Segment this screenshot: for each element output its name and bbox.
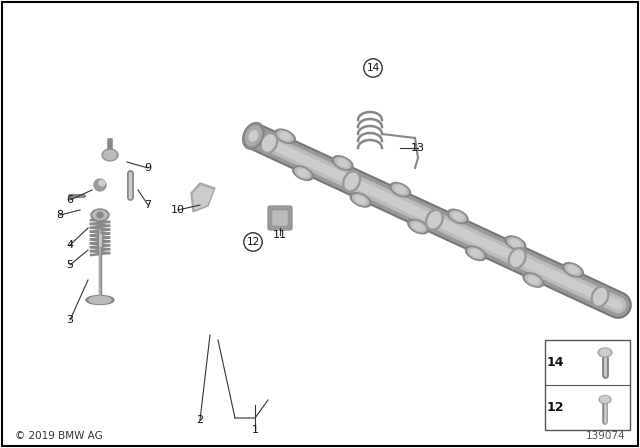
Ellipse shape	[450, 211, 466, 222]
Ellipse shape	[523, 273, 543, 287]
Polygon shape	[191, 183, 215, 212]
Ellipse shape	[392, 184, 408, 195]
Ellipse shape	[104, 151, 116, 159]
Ellipse shape	[343, 171, 360, 192]
Ellipse shape	[599, 396, 611, 404]
Polygon shape	[193, 186, 212, 209]
Ellipse shape	[470, 250, 481, 257]
Ellipse shape	[275, 129, 296, 143]
Text: 8: 8	[56, 210, 63, 220]
Ellipse shape	[563, 263, 584, 277]
Ellipse shape	[510, 240, 520, 247]
Text: 9: 9	[145, 163, 152, 173]
Ellipse shape	[505, 236, 526, 250]
Circle shape	[99, 180, 105, 186]
Ellipse shape	[332, 156, 353, 170]
Ellipse shape	[350, 193, 371, 207]
Ellipse shape	[355, 196, 365, 203]
Ellipse shape	[408, 220, 428, 234]
Ellipse shape	[86, 296, 114, 305]
Text: 1: 1	[252, 425, 259, 435]
Text: © 2019 BMW AG: © 2019 BMW AG	[15, 431, 103, 441]
Ellipse shape	[452, 213, 463, 220]
Ellipse shape	[89, 297, 111, 303]
Ellipse shape	[91, 209, 109, 221]
Text: 14: 14	[366, 63, 380, 73]
Ellipse shape	[468, 248, 484, 259]
Ellipse shape	[93, 211, 107, 220]
Ellipse shape	[593, 289, 607, 305]
Ellipse shape	[102, 149, 118, 161]
Ellipse shape	[426, 209, 443, 230]
Ellipse shape	[280, 133, 290, 140]
Ellipse shape	[447, 209, 468, 224]
Ellipse shape	[508, 238, 524, 249]
Ellipse shape	[292, 166, 313, 180]
Ellipse shape	[243, 122, 264, 149]
FancyBboxPatch shape	[268, 206, 292, 230]
Text: 4: 4	[67, 240, 74, 250]
Ellipse shape	[245, 126, 262, 146]
Ellipse shape	[335, 158, 351, 168]
FancyBboxPatch shape	[273, 211, 287, 225]
Text: 139074: 139074	[586, 431, 625, 441]
Ellipse shape	[249, 131, 258, 141]
Text: 13: 13	[411, 143, 425, 153]
Ellipse shape	[528, 276, 538, 284]
Text: 12: 12	[246, 237, 260, 247]
Ellipse shape	[277, 131, 293, 142]
Text: 5: 5	[67, 260, 74, 270]
Ellipse shape	[410, 221, 426, 232]
Ellipse shape	[298, 170, 308, 177]
Ellipse shape	[600, 396, 609, 402]
Ellipse shape	[565, 264, 581, 275]
Text: 14: 14	[547, 356, 564, 369]
Ellipse shape	[353, 194, 369, 205]
Ellipse shape	[260, 133, 277, 154]
Ellipse shape	[509, 248, 526, 269]
Text: 12: 12	[547, 401, 564, 414]
Ellipse shape	[413, 223, 423, 230]
Ellipse shape	[337, 159, 348, 167]
Bar	[545, 340, 630, 430]
Ellipse shape	[345, 173, 358, 190]
Ellipse shape	[525, 275, 541, 285]
Ellipse shape	[600, 349, 610, 356]
Ellipse shape	[465, 246, 486, 260]
Text: 3: 3	[67, 315, 74, 325]
Ellipse shape	[428, 212, 441, 228]
Text: 7: 7	[145, 200, 152, 210]
Ellipse shape	[395, 186, 405, 193]
Text: 11: 11	[273, 230, 287, 240]
Circle shape	[97, 212, 103, 218]
Text: 2: 2	[196, 415, 204, 425]
Text: 10: 10	[171, 205, 185, 215]
Ellipse shape	[591, 286, 609, 307]
Ellipse shape	[262, 135, 275, 151]
Ellipse shape	[568, 266, 578, 273]
Ellipse shape	[390, 182, 411, 197]
Circle shape	[94, 179, 106, 191]
Text: 6: 6	[67, 195, 74, 205]
Ellipse shape	[511, 250, 524, 267]
Ellipse shape	[295, 168, 311, 179]
Ellipse shape	[598, 348, 612, 357]
